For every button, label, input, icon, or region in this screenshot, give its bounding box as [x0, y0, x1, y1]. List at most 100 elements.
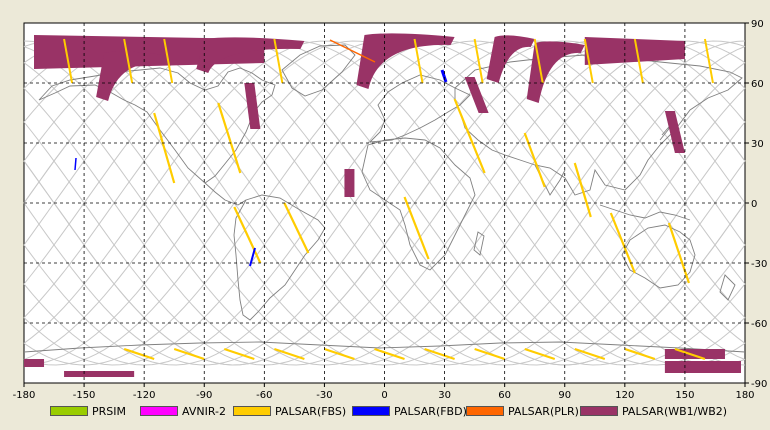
fbs-track: [324, 347, 355, 361]
fbs-track: [583, 38, 594, 84]
axis-ticks: -180 -150 -120 -90 -60 -30 0 30 60 90 120 150 180 90 6…: [13, 19, 768, 400]
legend-item: PRSIM: [50, 404, 126, 418]
legend-label: PALSAR(WB1/WB2): [622, 404, 728, 418]
wb-swath: [464, 77, 489, 113]
wb-swath: [356, 33, 455, 89]
fbs-track: [674, 347, 706, 361]
legend-label: AVNIR-2: [182, 404, 226, 418]
fbs-track: [123, 347, 155, 361]
wb-swath: [526, 41, 585, 103]
wb-swath: [584, 37, 685, 65]
fbs-track: [153, 112, 176, 184]
wb-swath: [664, 349, 725, 359]
fbs-track: [273, 347, 305, 361]
x-tick-label: 150: [675, 390, 694, 400]
y-tick-label: -90: [751, 379, 767, 390]
wb-swath: [664, 361, 741, 373]
wb-swath: [244, 83, 261, 129]
fbs-track: [63, 38, 74, 84]
wb-swath: [196, 37, 305, 73]
fbs-track: [667, 222, 690, 284]
fbs-track: [633, 38, 644, 84]
x-tick-label: 30: [438, 390, 451, 400]
north-america-coast: [38, 67, 276, 184]
wb-swath: [664, 111, 685, 153]
x-tick-label: -150: [73, 390, 96, 400]
legend-label: PALSAR(FBS): [275, 404, 347, 418]
x-tick-label: -120: [133, 390, 156, 400]
fbs-track: [533, 38, 544, 84]
fbs-track: [574, 347, 606, 361]
fbs-track: [573, 162, 592, 218]
fbs-track: [283, 202, 310, 254]
palsar-fbs-tracks: [63, 38, 714, 361]
legend-item: PALSAR(WB1/WB2): [580, 404, 727, 418]
graticule: [24, 23, 745, 383]
y-tick-label: 0: [751, 199, 757, 210]
x-tick-label: 0: [381, 390, 387, 400]
wb-swath: [96, 51, 165, 101]
x-tick-label: 180: [735, 390, 754, 400]
africa-coast: [361, 137, 476, 271]
fbs-track: [217, 102, 242, 174]
legend-item: AVNIR-2: [140, 404, 226, 418]
x-tick-label: 120: [615, 390, 634, 400]
wb-swath: [64, 371, 135, 377]
legend-swatch: [50, 406, 88, 416]
x-tick-label: -60: [256, 390, 272, 400]
fbs-track: [523, 132, 546, 188]
legend-label: PRSIM: [92, 404, 126, 418]
x-tick-label: 60: [498, 390, 511, 400]
fbd-track: [74, 157, 77, 171]
antarctica-coast: [23, 341, 746, 353]
legend-item: PALSAR(FBS): [233, 404, 346, 418]
x-tick-label: -90: [196, 390, 212, 400]
fbs-track: [474, 347, 506, 361]
fbs-track: [123, 38, 134, 84]
y-tick-label: -30: [751, 259, 767, 270]
x-tick-label: -30: [316, 390, 332, 400]
fbs-track: [453, 98, 486, 174]
legend-label: PALSAR(PLR): [508, 404, 579, 418]
fbs-track: [173, 347, 205, 361]
legend-swatch: [352, 406, 390, 416]
fbs-track: [703, 38, 714, 84]
greenland-coast: [281, 44, 356, 97]
legend-item: PALSAR(FBD): [352, 404, 467, 418]
fbs-track: [524, 347, 556, 361]
wb-swath: [486, 35, 535, 83]
palsar-plr-tracks: [329, 39, 376, 63]
fbs-track: [413, 38, 424, 84]
wb-swath: [344, 169, 355, 197]
legend-swatch: [466, 406, 504, 416]
south-america-coast: [233, 194, 326, 321]
fbs-track: [424, 347, 455, 361]
y-tick-label: 90: [751, 19, 764, 30]
fbs-track: [273, 38, 284, 84]
y-tick-label: 60: [751, 79, 764, 90]
wb-swath: [24, 359, 45, 367]
y-tick-label: -60: [751, 319, 767, 330]
x-tick-label: -180: [13, 390, 36, 400]
y-tick-label: 30: [751, 139, 764, 150]
palsar-wb-swaths: [24, 33, 741, 377]
legend-swatch: [140, 406, 178, 416]
x-tick-label: 90: [558, 390, 571, 400]
fbs-track: [624, 347, 656, 361]
legend-swatch: [580, 406, 618, 416]
fbd-track: [440, 69, 448, 83]
coverage-map: -180 -150 -120 -90 -60 -30 0 30 60 90 120 150 180 90 6…: [13, 19, 768, 400]
palsar-fbd-tracks: [74, 69, 448, 267]
new-zealand-coast: [719, 274, 736, 301]
plr-track: [329, 39, 376, 63]
fbs-track: [233, 206, 262, 264]
legend: PRSIM AVNIR-2 PALSAR(FBS) PALSAR(FBD) PALSAR…: [0, 400, 770, 422]
fbs-track: [223, 347, 255, 361]
legend-label: PALSAR(FBD): [394, 404, 467, 418]
indonesia-coast: [599, 204, 691, 221]
fbd-track: [249, 247, 256, 267]
fbs-track: [163, 38, 174, 84]
legend-swatch: [233, 406, 271, 416]
fbs-track: [374, 347, 405, 361]
legend-item: PALSAR(PLR): [466, 404, 579, 418]
